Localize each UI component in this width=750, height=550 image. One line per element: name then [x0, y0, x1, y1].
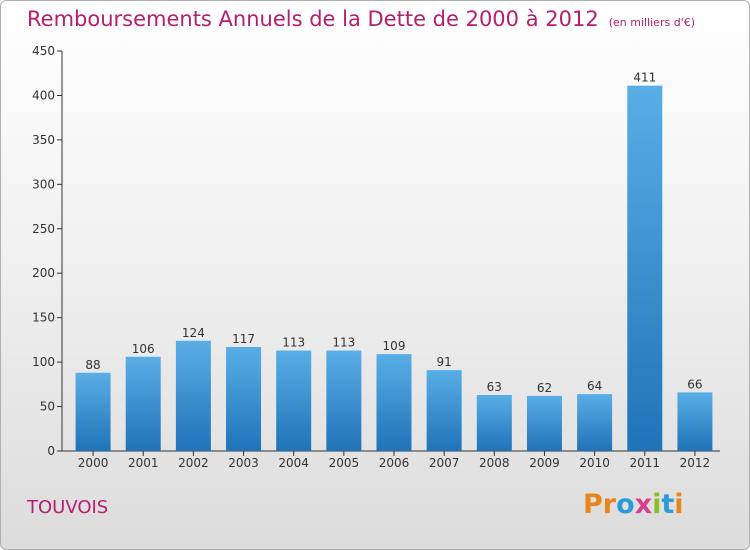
bar — [75, 372, 111, 451]
logo-letter: t — [661, 489, 675, 520]
x-tick-label: 2011 — [629, 456, 660, 470]
x-tick-label: 2003 — [228, 456, 259, 470]
bar — [175, 340, 211, 451]
commune-name: TOUVOIS — [27, 497, 109, 518]
bar-value-label: 113 — [332, 336, 355, 350]
x-tick-label: 2007 — [429, 456, 460, 470]
logo-letter: P — [583, 489, 603, 520]
bar — [677, 392, 713, 451]
bar-value-label: 64 — [587, 379, 602, 393]
y-tick-label: 50 — [40, 400, 55, 414]
bar-value-label: 106 — [132, 342, 155, 356]
title-row: Remboursements Annuels de la Dette de 20… — [27, 7, 695, 31]
x-tick-label: 2002 — [178, 456, 209, 470]
x-tick-label: 2001 — [128, 456, 159, 470]
bar — [426, 370, 462, 451]
y-tick-label: 200 — [32, 266, 55, 280]
bar-value-label: 117 — [232, 332, 255, 346]
bar — [326, 350, 362, 451]
bar-value-label: 109 — [383, 339, 406, 353]
x-tick-label: 2012 — [680, 456, 711, 470]
bar — [376, 354, 412, 451]
bar — [276, 350, 312, 451]
proxiti-logo: Proxiti — [583, 489, 684, 520]
axes: 0 50 100 150 200 250 300 350 400 450 2000 2001 2002 2… — [32, 44, 720, 470]
x-tick-label: 2000 — [78, 456, 109, 470]
bar — [627, 85, 663, 452]
bar-value-label: 124 — [182, 326, 205, 340]
bar — [226, 347, 262, 451]
logo-letter: i — [652, 489, 662, 520]
y-tick-label: 300 — [32, 177, 55, 191]
bar-value-label: 66 — [687, 377, 702, 391]
x-tick-label: 2009 — [529, 456, 560, 470]
bar-value-label: 62 — [537, 381, 552, 395]
x-tick-label: 2010 — [579, 456, 610, 470]
logo-letter: x — [634, 489, 653, 520]
bar — [526, 395, 562, 451]
bar — [577, 394, 613, 451]
bar — [125, 356, 161, 451]
value-labels-group: 88 106 124 117 113 113 109 91 63 62 64 411 66 — [85, 71, 702, 395]
bar-value-label: 88 — [85, 358, 100, 372]
logo-letter: o — [616, 489, 635, 520]
x-tick-label: 2004 — [278, 456, 309, 470]
bar-value-label: 113 — [282, 336, 305, 350]
x-tick-label: 2006 — [379, 456, 410, 470]
x-tick-label: 2008 — [479, 456, 510, 470]
bar-value-label: 91 — [437, 355, 452, 369]
chart-title: Remboursements Annuels de la Dette de 20… — [27, 7, 599, 31]
x-tick-label: 2005 — [329, 456, 360, 470]
logo-letter: i — [674, 489, 684, 520]
y-tick-label: 100 — [32, 355, 55, 369]
chart-subtitle: (en milliers d'€) — [608, 16, 695, 29]
bar-value-label: 411 — [633, 71, 656, 85]
y-tick-label: 350 — [32, 133, 55, 147]
bars-group — [75, 85, 713, 452]
bar-value-label: 63 — [487, 380, 502, 394]
y-tick-label: 250 — [32, 222, 55, 236]
y-tick-label: 400 — [32, 88, 55, 102]
logo-letter: r — [602, 489, 617, 520]
y-tick-label: 450 — [32, 44, 55, 58]
bar — [476, 395, 512, 451]
y-tick-label: 0 — [47, 444, 55, 458]
y-tick-label: 150 — [32, 311, 55, 325]
